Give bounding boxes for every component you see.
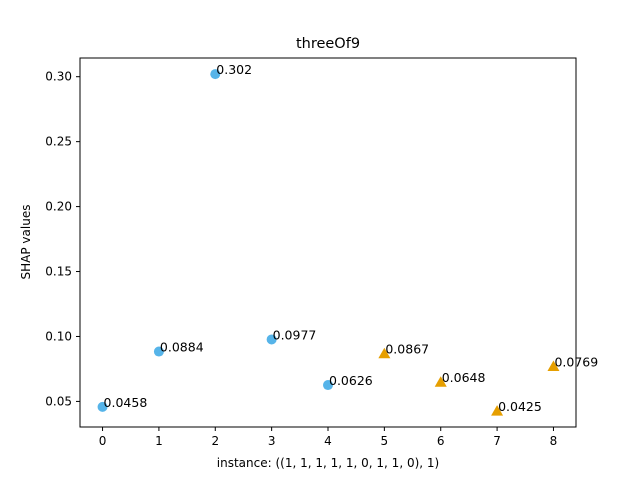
data-label: 0.0626 (329, 373, 373, 388)
x-tick-label: 3 (268, 434, 276, 448)
data-point-triangle (378, 347, 391, 359)
chart-title: threeOf9 (296, 36, 360, 52)
plot-frame (79, 57, 577, 428)
y-tick-label: 0.10 (45, 329, 72, 343)
data-point-circle (266, 334, 277, 345)
y-tick-label: 0.05 (45, 394, 72, 408)
x-tick-label: 5 (381, 434, 389, 448)
y-axis-label: SHAP values (19, 205, 33, 280)
data-point-circle (97, 401, 108, 412)
y-tick-label: 0.15 (45, 265, 72, 279)
x-tick-label: 7 (493, 434, 501, 448)
data-point-circle (153, 346, 164, 357)
data-point-circle (323, 380, 333, 391)
data-point-circle (210, 69, 221, 80)
data-label: 0.0884 (160, 340, 204, 355)
x-tick-label: 4 (324, 434, 332, 448)
y-tick-label: 0.25 (45, 135, 72, 149)
data-label: 0.0867 (385, 342, 429, 357)
data-labels: 0.0458 0.0884 0.302 0.0977 0.0626 0.0867 0.064… (104, 62, 599, 414)
y-axis: 0.05 0.10 0.15 0.20 0.25 0.30 SHAP values (19, 70, 80, 408)
y-tick-label: 0.30 (45, 70, 72, 84)
data-point-triangle (491, 405, 504, 416)
x-tick-label: 0 (99, 434, 107, 448)
data-label: 0.0425 (498, 399, 542, 414)
plot-marks (97, 69, 560, 416)
x-tick-label: 8 (550, 434, 558, 448)
x-tick-label: 1 (155, 434, 163, 448)
data-label: 0.0648 (442, 370, 486, 385)
x-axis: 0 1 2 3 4 5 6 7 8 instance: ((1, 1, 1, 1, 1, 0, … (99, 427, 558, 470)
x-ticks: 0 1 2 3 4 5 6 7 8 (99, 427, 558, 448)
data-label: 0.0458 (104, 395, 148, 410)
y-tick-label: 0.20 (45, 200, 72, 214)
data-label: 0.302 (216, 62, 252, 77)
y-ticks: 0.05 0.10 0.15 0.20 0.25 0.30 (45, 70, 80, 408)
data-point-triangle (434, 376, 447, 387)
data-point-triangle (547, 360, 560, 371)
x-tick-label: 6 (437, 434, 445, 448)
x-tick-label: 2 (211, 434, 219, 448)
data-label: 0.0977 (273, 327, 317, 342)
x-axis-label: instance: ((1, 1, 1, 1, 1, 0, 1, 1, 0), … (217, 456, 439, 470)
